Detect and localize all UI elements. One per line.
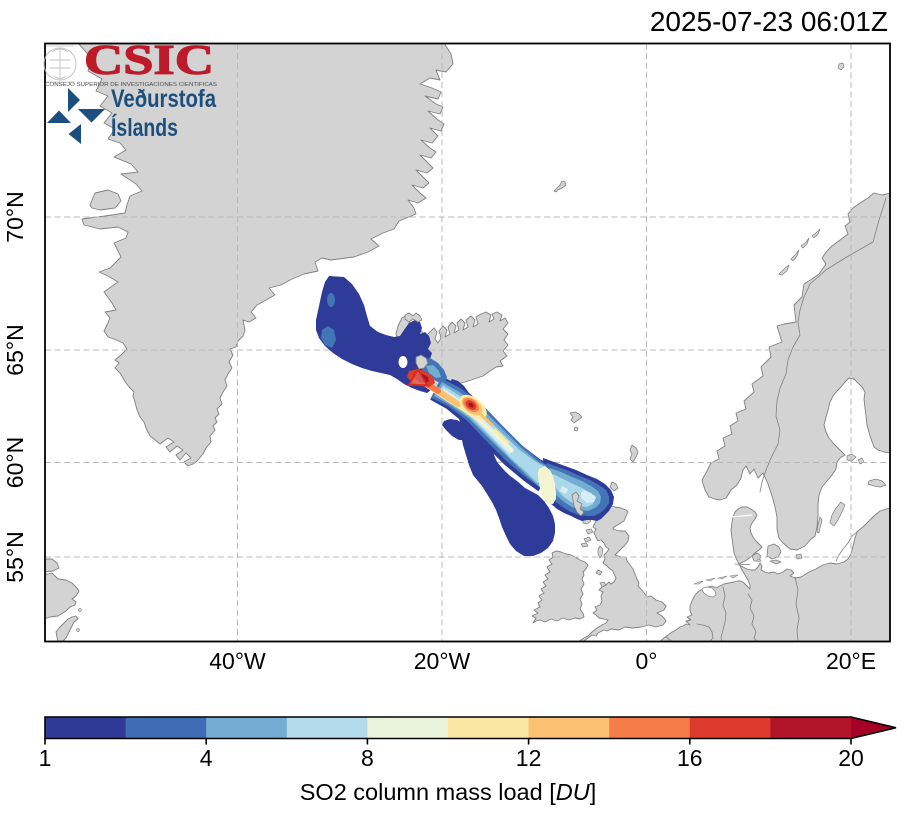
svg-text:0°: 0° [636,648,658,674]
svg-text:8: 8 [361,745,374,771]
svg-text:Íslands: Íslands [111,113,178,142]
svg-text:65°N: 65°N [2,324,28,375]
svg-text:16: 16 [677,745,703,771]
svg-text:Veðurstofa: Veðurstofa [111,85,217,113]
svg-text:CONSEJO SUPERIOR DE INVESTIGAC: CONSEJO SUPERIOR DE INVESTIGACIONES CIEN… [45,82,217,88]
svg-text:20°E: 20°E [826,648,876,674]
svg-text:SO2 column mass load [DU]: SO2 column mass load [DU] [300,779,596,805]
svg-text:40°W: 40°W [209,648,266,674]
svg-text:12: 12 [516,745,542,771]
svg-text:CSIC: CSIC [84,38,214,84]
svg-text:20: 20 [838,745,864,771]
svg-text:20°W: 20°W [414,648,471,674]
svg-text:4: 4 [200,745,213,771]
svg-text:55°N: 55°N [2,531,28,582]
svg-text:1: 1 [39,745,52,771]
svg-text:70°N: 70°N [2,191,28,242]
svg-text:2025-07-23 06:01Z: 2025-07-23 06:01Z [650,6,888,37]
svg-text:60°N: 60°N [2,437,28,488]
